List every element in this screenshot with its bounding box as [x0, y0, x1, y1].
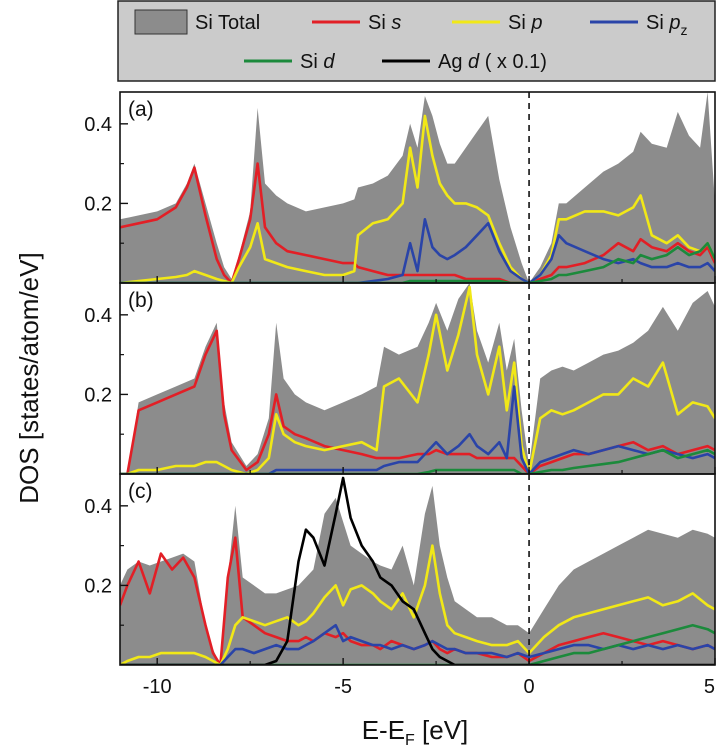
x-tick-label: 0	[524, 676, 535, 698]
legend-entry-total: Si Total	[134, 9, 260, 35]
legend-entry-agd: Ag d ( x 0.1)	[382, 51, 547, 73]
legend-swatch	[134, 9, 188, 35]
legend-label: Si Total	[195, 12, 260, 34]
series-p-line	[120, 285, 715, 474]
series-agd-line	[120, 476, 715, 665]
legend-entry-s: Si s	[312, 12, 401, 34]
series-pz-line	[120, 385, 715, 474]
series-pz-line	[120, 218, 715, 283]
y-tick-label: 0.2	[84, 575, 112, 597]
legend-label: Si pz	[646, 12, 687, 38]
series-p-line	[120, 544, 715, 665]
y-tick-label: 0.4	[84, 305, 112, 327]
y-tick-label: 0.4	[84, 114, 112, 136]
legend-box	[117, 0, 716, 82]
panel-c: 0.2 0.4 (c)	[84, 473, 716, 666]
x-axis-title: E-EF [eV]	[362, 715, 469, 749]
series-s-line	[120, 536, 715, 665]
x-tick-label: -5	[334, 676, 352, 698]
y-tick-label: 0.2	[84, 384, 112, 406]
panel-b: 0.2 0.4 (b)	[84, 282, 716, 475]
series-d-line	[120, 623, 715, 665]
x-tick-label: -10	[143, 676, 172, 698]
legend-label: Si d	[300, 51, 335, 73]
y-tick-label: 0.2	[84, 193, 112, 215]
series-d-line	[120, 241, 715, 283]
legend: Si Total Si s Si p Si pz Si d Ag d ( x 0.1)	[117, 0, 716, 82]
legend-label: Ag d ( x 0.1)	[438, 51, 547, 73]
x-tick-label: 5	[704, 676, 715, 698]
panels: 0.2 0.4 (a) 0.2 0.4 (b) 0.2 0.4 (c)	[84, 91, 716, 666]
series-si-total-area	[120, 283, 715, 474]
panel-label: (c)	[128, 480, 153, 503]
legend-label: Si p	[508, 12, 542, 34]
panel-label: (a)	[128, 98, 154, 121]
panel-frame	[119, 473, 716, 666]
series-pz-line	[120, 623, 715, 665]
legend-label: Si s	[368, 12, 401, 34]
series-d-line	[120, 448, 715, 474]
y-tick-label: 0.4	[84, 496, 112, 518]
legend-entry-pz: Si pz	[590, 12, 687, 38]
y-axis-title: DOS [states/atom/eV]	[14, 252, 44, 503]
panel-a: 0.2 0.4 (a)	[84, 91, 716, 284]
legend-entry-d: Si d	[244, 51, 335, 73]
panel-label: (b)	[128, 289, 154, 312]
legend-entry-p: Si p	[452, 12, 542, 34]
x-axis: -10 -5 0 5	[143, 676, 715, 698]
